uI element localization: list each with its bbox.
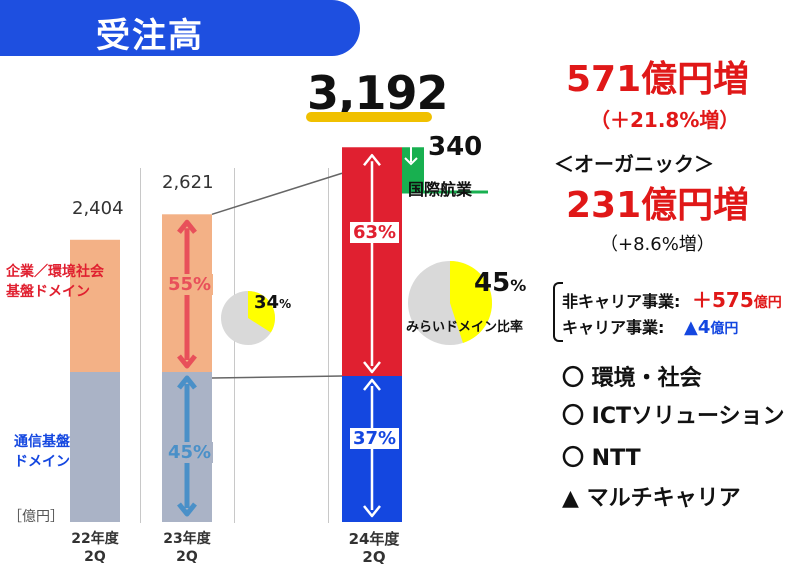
segment-label-lower-line2: ドメイン xyxy=(14,454,70,470)
connector-mid xyxy=(211,375,343,379)
segment-label-upper: 企業／環境社会 基盤ドメイン xyxy=(6,262,104,302)
pie1-value: 34 xyxy=(254,292,280,313)
x-tick-22q2-line2: 2Q xyxy=(84,549,106,565)
addon-arrow-top xyxy=(404,124,418,133)
bar-upper-0 xyxy=(70,239,120,372)
segment-label-lower-line1: 通信基盤 xyxy=(14,434,70,450)
x-tick-24q2-line2: 2Q xyxy=(362,548,386,566)
pie2-pct: 45% xyxy=(474,268,526,298)
headline-increase: 571億円増 xyxy=(566,59,750,100)
pie2-value: 45 xyxy=(474,268,511,298)
pie2-sign: % xyxy=(510,276,527,295)
headline-increase-pct: （＋21.8%増） xyxy=(590,108,740,132)
pie1-sign: % xyxy=(279,297,292,311)
total-label-22q2: 2,404 xyxy=(72,198,124,219)
pie1-pct: 34% xyxy=(254,292,291,313)
title-band xyxy=(0,0,360,56)
business-item-ntt: 〇 NTT xyxy=(562,446,641,471)
grid-line xyxy=(140,168,141,523)
carrier-value: ▲4 xyxy=(683,317,711,338)
pie-23q2-slice xyxy=(248,291,275,333)
organic-label: ＜オーガニック＞ xyxy=(554,152,714,176)
arrow-upper-23q2-head-top xyxy=(177,219,197,234)
x-tick-22q2: 22年度 2Q xyxy=(70,530,120,566)
arrow-lower-24q2-head-bottom xyxy=(363,505,381,518)
addon-value: 340 xyxy=(428,132,483,162)
arrow-upper-24q2-head-bottom xyxy=(363,361,381,374)
pie-24q2-slice xyxy=(450,261,492,343)
segment-brace xyxy=(553,282,563,342)
total-underline xyxy=(306,112,432,122)
noncarrier-value: ＋575 xyxy=(691,288,754,312)
total-label-24q2: 3,192 xyxy=(307,66,449,120)
noncarrier-unit: 億円 xyxy=(753,295,782,311)
organic-increase: 231億円増 xyxy=(566,185,750,226)
grid-line xyxy=(234,168,235,523)
addon-arrow-bottom xyxy=(404,157,418,166)
segment-label-lower: 通信基盤 ドメイン xyxy=(14,432,70,472)
noncarrier-row: 非キャリア事業: ＋575億円 xyxy=(562,284,782,313)
carrier-unit: 億円 xyxy=(710,321,739,337)
addon-bar xyxy=(402,147,424,192)
arrow-lower-23q2-head-top xyxy=(177,375,197,390)
arrow-lower-23q2-head-bottom xyxy=(177,502,197,517)
grid-line xyxy=(328,168,329,523)
business-item-ict: 〇 ICTソリューション xyxy=(562,404,785,429)
x-tick-23q2: 23年度 2Q xyxy=(162,530,212,566)
carrier-label: キャリア事業: xyxy=(562,318,665,337)
arrow-lower-24q2-head-top xyxy=(363,378,381,391)
connector-top xyxy=(211,172,343,216)
segment-label-upper-line1: 企業／環境社会 xyxy=(6,264,104,280)
pct-label-55: 55% xyxy=(166,274,214,295)
x-tick-24q2-line1: 24年度 xyxy=(348,530,400,548)
total-label-23q2: 2,621 xyxy=(162,172,214,193)
addon-label: 国際航業 xyxy=(408,180,473,199)
noncarrier-label: 非キャリア事業: xyxy=(562,292,681,311)
page-title: 受注高 xyxy=(96,16,204,56)
pct-label-63: 63% xyxy=(350,222,400,243)
arrow-upper-23q2-head-bottom xyxy=(177,354,197,369)
pct-label-37: 37% xyxy=(350,428,400,449)
organic-increase-pct: （+8.6%増） xyxy=(600,234,715,255)
business-item-environment: 〇 環境・社会 xyxy=(562,366,702,391)
x-tick-23q2-line2: 2Q xyxy=(176,549,198,565)
x-tick-24q2: 24年度 2Q xyxy=(344,530,404,566)
bar-lower-0 xyxy=(70,372,120,522)
business-item-multicarrier: ▲ マルチキャリア xyxy=(562,486,741,511)
pct-label-45: 45% xyxy=(166,442,214,463)
carrier-row: キャリア事業: ▲4億円 xyxy=(562,314,738,338)
unit-label: ［億円］ xyxy=(8,509,64,525)
segment-label-upper-line2: 基盤ドメイン xyxy=(6,284,90,300)
x-tick-23q2-line1: 23年度 xyxy=(163,531,211,547)
x-tick-22q2-line1: 22年度 xyxy=(71,531,119,547)
arrow-upper-24q2-head-top xyxy=(363,154,381,167)
pie2-caption: みらいドメイン比率 xyxy=(406,320,524,335)
